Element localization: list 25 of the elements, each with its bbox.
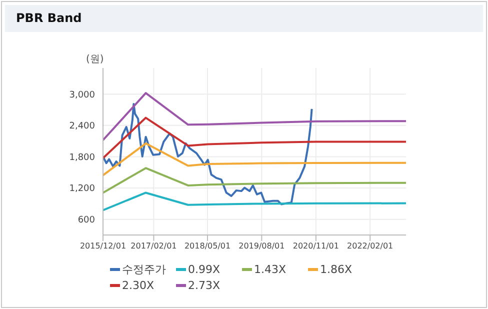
- y-tick-label: 2,400: [69, 122, 96, 132]
- line-series: [103, 142, 406, 176]
- legend-label: 수정주가: [122, 262, 166, 277]
- line-series: [103, 116, 406, 160]
- line-series: [103, 192, 406, 212]
- legend-label: 0.99X: [188, 263, 220, 276]
- x-tick-label: 2019/08/01: [238, 242, 285, 251]
- legend-label: 2.30X: [122, 279, 154, 292]
- x-tick-label: 2020/11/01: [292, 242, 339, 251]
- line-series: [103, 92, 406, 142]
- line-series: [103, 167, 406, 194]
- y-tick-label: 1,800: [69, 152, 96, 163]
- legend-label: 1.43X: [254, 263, 286, 276]
- y-tick-label: 1,200: [69, 184, 96, 194]
- legend-label: 2.73X: [188, 279, 220, 292]
- line-series: [103, 102, 313, 206]
- x-tick-label: 2017/02/01: [130, 242, 177, 251]
- y-axis-title: (원): [86, 53, 104, 66]
- x-tick-label: 2022/02/01: [347, 242, 394, 251]
- x-tick-label: 2018/05/01: [184, 242, 231, 251]
- x-tick-label: 2015/12/01: [80, 242, 126, 251]
- y-tick-label: 600: [78, 216, 96, 226]
- legend-label: 1.86X: [320, 263, 352, 276]
- y-tick-label: 3,000: [69, 90, 96, 100]
- chart-title: PBR Band: [16, 11, 82, 25]
